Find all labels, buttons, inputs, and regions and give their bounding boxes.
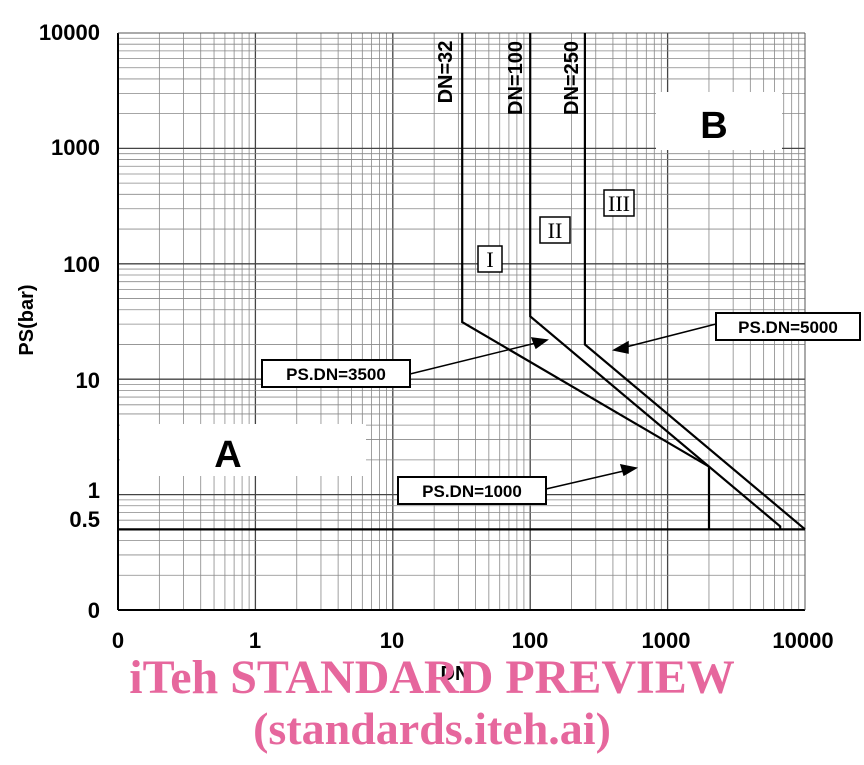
series-line-2 <box>529 33 782 530</box>
x-tick-label: 10000 <box>772 628 833 653</box>
arrowhead-5000 <box>611 340 629 354</box>
y-tick-label: 1000 <box>51 135 100 160</box>
x-tick-label: 1000 <box>642 628 691 653</box>
series-line-3 <box>583 33 806 531</box>
callout-arrow-5000 <box>621 323 717 349</box>
callout-arrow-1000 <box>545 469 629 490</box>
series-line-1 <box>461 33 711 530</box>
y-tick-label: 10000 <box>39 20 100 45</box>
callout-label-5000: PS.DN=5000 <box>738 318 838 337</box>
callout-arrows <box>409 323 717 490</box>
y-tick-label: 10 <box>76 368 100 393</box>
category-iii-label: III <box>608 191 630 216</box>
series-layer <box>118 33 806 531</box>
x-tick-label: 10 <box>380 628 404 653</box>
x-axis-title: DN <box>441 663 470 685</box>
watermark-line-2: (standards.iteh.ai) <box>253 703 611 754</box>
callout-label-3500: PS.DN=3500 <box>286 365 386 384</box>
callout-box-1000 <box>397 476 547 505</box>
callout-box-5000 <box>715 312 861 341</box>
region-b-box <box>656 92 782 150</box>
y-tick-label: 0.5 <box>69 507 100 532</box>
x-tick-label: 0 <box>112 628 124 653</box>
region-a-box <box>120 424 366 476</box>
arrowhead-1000 <box>619 464 639 477</box>
y-axis-title: PS(bar) <box>16 284 38 355</box>
category-ii-label: II <box>548 218 563 243</box>
category-ii-box <box>539 216 571 244</box>
category-i-label: I <box>486 247 493 272</box>
dn-32-label: DN=32 <box>435 41 457 104</box>
category-iii-box <box>603 189 635 217</box>
category-i-box <box>477 245 503 273</box>
y-tick-label: 100 <box>63 252 100 277</box>
y-tick-label: 1 <box>88 478 100 503</box>
x-tick-label: 1 <box>249 628 261 653</box>
callout-box-3500 <box>261 359 411 388</box>
arrowhead-3500 <box>530 337 549 350</box>
callout-label-1000: PS.DN=1000 <box>422 482 522 501</box>
region-b-label: B <box>700 105 727 147</box>
x-tick-label: 100 <box>512 628 549 653</box>
dn-100-label: DN=100 <box>505 41 527 115</box>
dn-250-label: DN=250 <box>561 41 583 115</box>
region-a-label: A <box>214 434 241 476</box>
y-tick-label: 0 <box>88 598 100 623</box>
watermark-line-1: iTeh STANDARD PREVIEW <box>129 651 735 704</box>
callout-arrow-3500 <box>409 341 541 375</box>
